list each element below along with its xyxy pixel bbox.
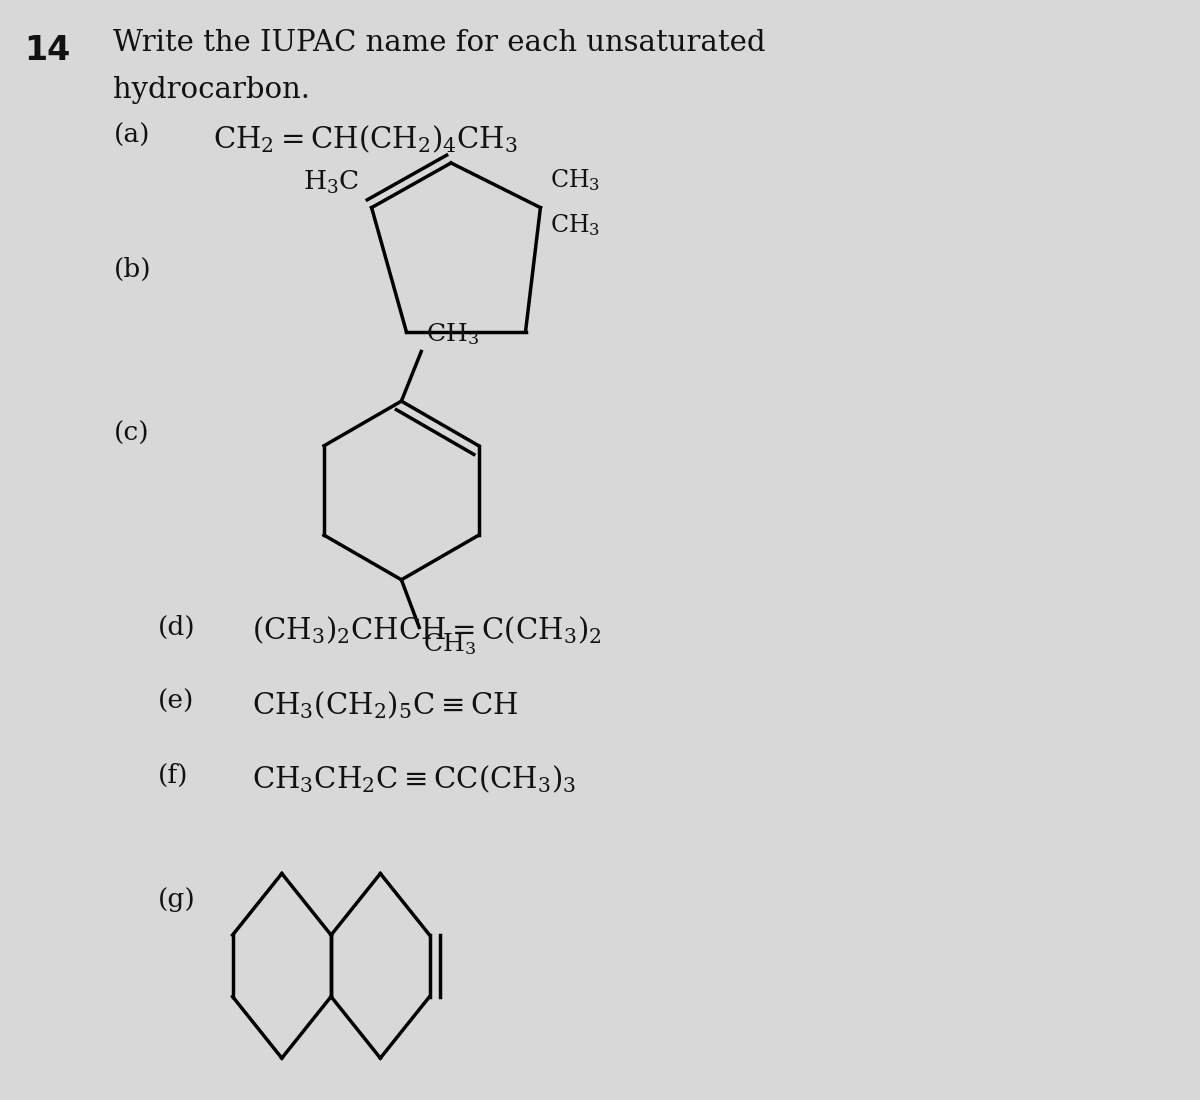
Text: $\mathregular{H_3C}$: $\mathregular{H_3C}$ xyxy=(304,168,360,196)
Text: (a): (a) xyxy=(114,123,150,148)
Text: (g): (g) xyxy=(158,888,196,912)
Text: $\mathregular{CH_3}$: $\mathregular{CH_3}$ xyxy=(551,212,600,239)
Text: (f): (f) xyxy=(158,763,188,789)
Text: $\mathregular{CH_3}$: $\mathregular{CH_3}$ xyxy=(426,321,479,346)
Text: $\mathregular{CH_2{=}CH(CH_2)_4CH_3}$: $\mathregular{CH_2{=}CH(CH_2)_4CH_3}$ xyxy=(212,123,517,155)
Text: $\mathregular{CH_3(CH_2)_5C{\equiv}CH}$: $\mathregular{CH_3(CH_2)_5C{\equiv}CH}$ xyxy=(252,689,518,720)
Text: $\mathregular{(CH_3)_2CHCH{=}C(CH_3)_2}$: $\mathregular{(CH_3)_2CHCH{=}C(CH_3)_2}$ xyxy=(252,615,602,646)
Text: $\mathregular{CH_3}$: $\mathregular{CH_3}$ xyxy=(551,167,600,192)
Text: (c): (c) xyxy=(114,421,149,446)
Text: (d): (d) xyxy=(158,615,196,639)
Text: Write the IUPAC name for each unsaturated: Write the IUPAC name for each unsaturate… xyxy=(114,29,766,57)
Text: hydrocarbon.: hydrocarbon. xyxy=(114,76,311,103)
Text: $\mathregular{CH_3CH_2C{\equiv}CC(CH_3)_3}$: $\mathregular{CH_3CH_2C{\equiv}CC(CH_3)_… xyxy=(252,763,577,795)
Text: $\mathregular{CH_3}$: $\mathregular{CH_3}$ xyxy=(424,631,476,658)
Text: 14: 14 xyxy=(24,34,71,67)
Text: (b): (b) xyxy=(114,257,151,283)
Text: (e): (e) xyxy=(158,689,194,714)
